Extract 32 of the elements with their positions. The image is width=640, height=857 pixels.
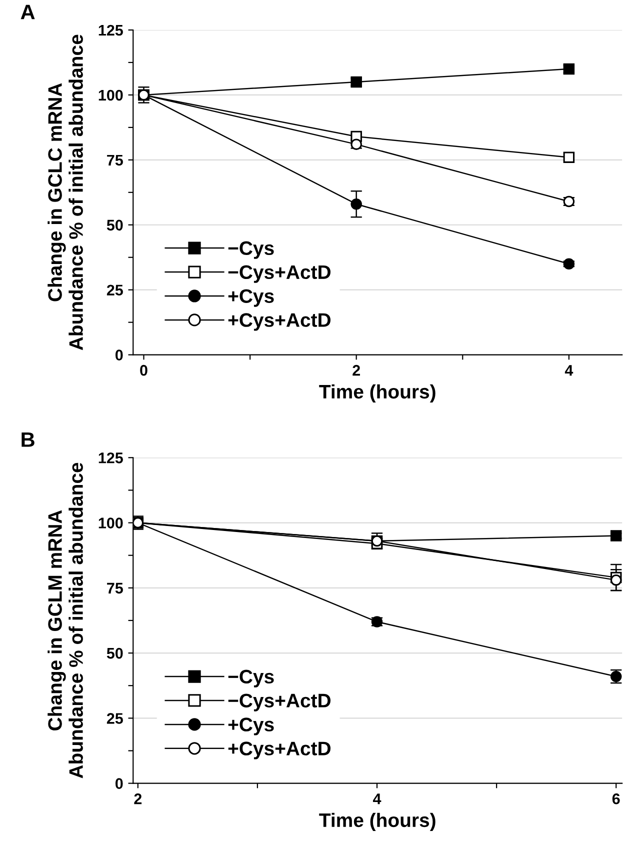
y-tick-label: 125 [98,452,123,464]
legend-label: −Cys+ActD [228,265,331,283]
text: B [22,432,34,447]
y-tick-label: 25 [106,713,123,724]
y-tick-label: 0 [116,350,123,360]
y-tick-label: 100 [98,518,123,528]
y-axis-title: Change in GCLM mRNA Abundance % of initial abundance [48,462,83,778]
x-tick-label: 2 [352,364,360,376]
x-tick-label: 4 [564,365,574,376]
x-tick-label: 2 [134,793,142,804]
y-tick-label: 0 [116,778,123,789]
y-tick-label: 50 [106,648,123,659]
legend-label: +Cys+ActD [228,313,331,331]
legend-label: +Cys [228,718,274,736]
y-tick-label: 125 [98,24,123,36]
text: A [20,4,35,20]
x-axis-title: Time (hours) [319,812,436,831]
x-tick-label: 6 [612,793,620,804]
y-tick-label: 75 [107,154,123,166]
y-tick-label: 75 [107,582,123,594]
legend-label: +Cys [228,289,274,307]
y-tick-label: 50 [106,220,123,231]
legend-label: −Cys [228,670,274,688]
legend-label: −Cys [228,241,274,259]
x-tick-label: 0 [140,364,148,376]
legend-label: −Cys+ActD [228,694,331,712]
y-tick-label: 100 [98,90,123,101]
y-axis-title: Change in GCLC mRNA Abundance % of initial abundance [48,34,83,350]
x-tick-label: 4 [372,794,382,804]
x-axis-title: Time (hours) [319,384,436,402]
y-tick-label: 25 [106,284,123,296]
legend-label: +Cys+ActD [228,742,331,760]
